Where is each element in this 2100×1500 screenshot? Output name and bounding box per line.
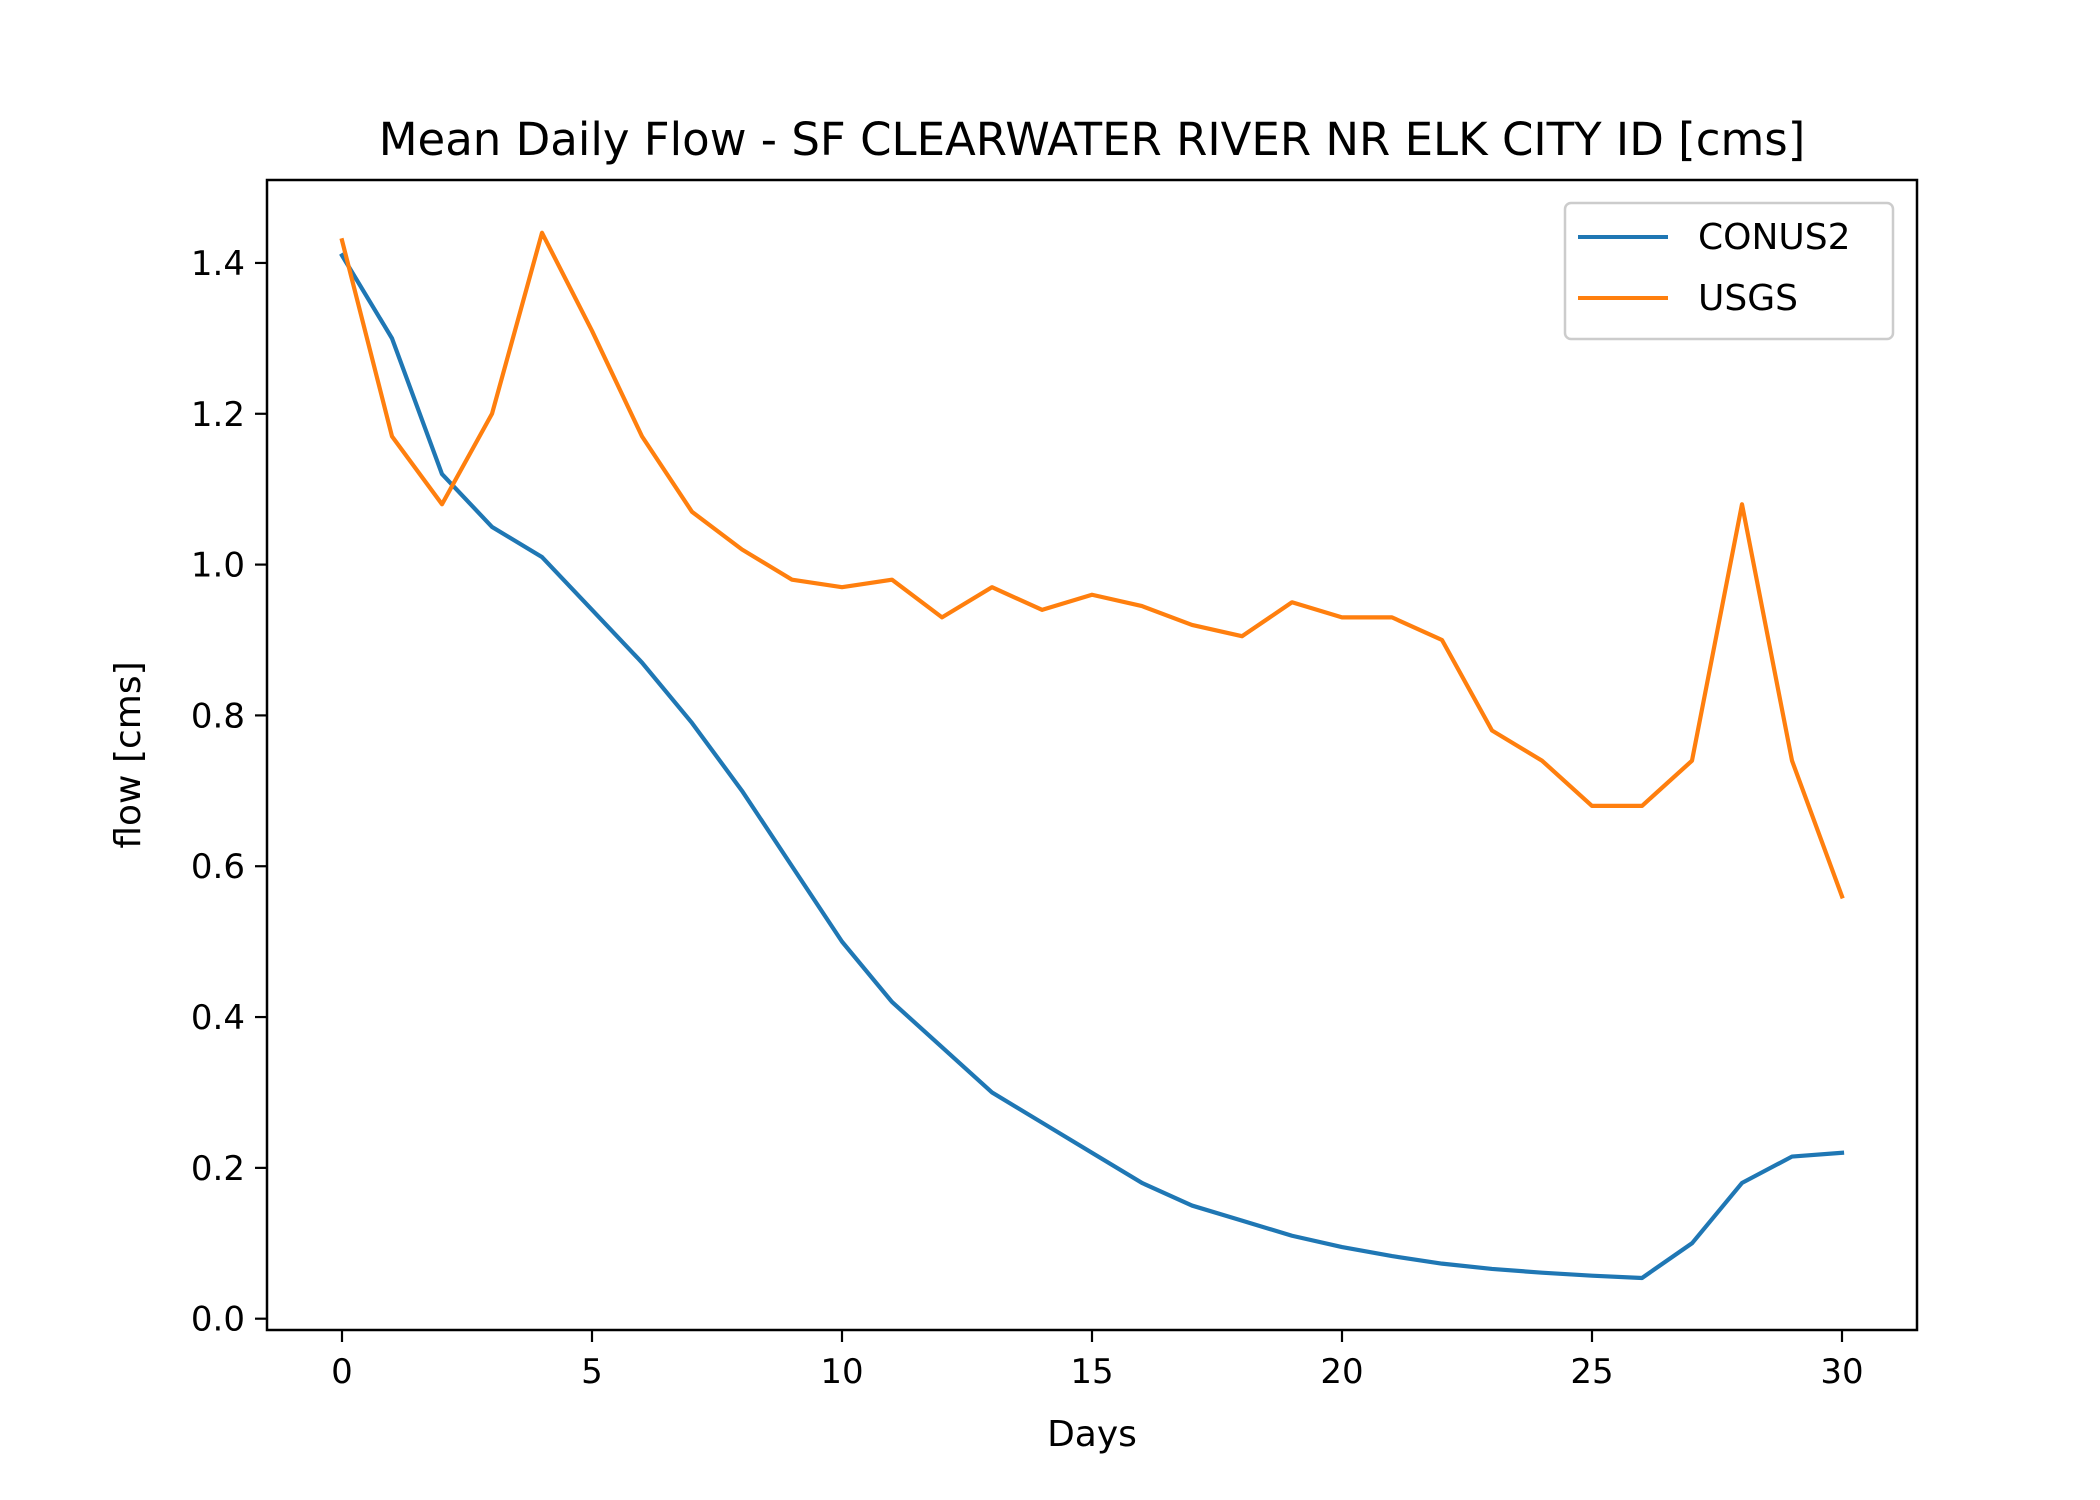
y-tick-label-0.0: 0.0 [191, 1300, 245, 1340]
x-axis-label: Days [1047, 1414, 1137, 1455]
series-line-conus2 [339, 252, 1845, 1281]
x-axis: 0 5 10 15 20 25 30 [331, 1330, 1864, 1392]
y-axis-label: flow [cms] [108, 661, 149, 848]
y-tick-label-1.0: 1.0 [191, 546, 245, 586]
y-tick-label-0.4: 0.4 [191, 998, 245, 1038]
x-tick-label-20: 20 [1320, 1352, 1363, 1392]
x-tick-label-10: 10 [820, 1352, 863, 1392]
y-axis: 0.0 0.2 0.4 0.6 0.8 1.0 1.2 1.4 [191, 244, 267, 1340]
y-tick-label-1.2: 1.2 [191, 395, 245, 435]
x-tick-label-0: 0 [331, 1352, 353, 1392]
legend-label-usgs: USGS [1698, 278, 1798, 319]
x-tick-label-25: 25 [1570, 1352, 1613, 1392]
axes-frame [265, 178, 1919, 1332]
legend-label-conus2: CONUS2 [1698, 217, 1851, 258]
x-tick-label-15: 15 [1070, 1352, 1113, 1392]
x-tick-label-5: 5 [581, 1352, 603, 1392]
y-tick-label-0.2: 0.2 [191, 1149, 245, 1189]
y-tick-label-0.8: 0.8 [191, 696, 245, 736]
y-tick-label-0.6: 0.6 [191, 847, 245, 887]
series-line-usgs [339, 230, 1845, 900]
series-layer [339, 230, 1845, 1281]
chart-title: Mean Daily Flow - SF CLEARWATER RIVER NR… [379, 113, 1806, 166]
plot-area [265, 178, 1919, 1332]
legend: CONUS2 USGS [1563, 201, 1895, 341]
x-tick-label-30: 30 [1820, 1352, 1863, 1392]
y-tick-label-1.4: 1.4 [191, 244, 245, 284]
